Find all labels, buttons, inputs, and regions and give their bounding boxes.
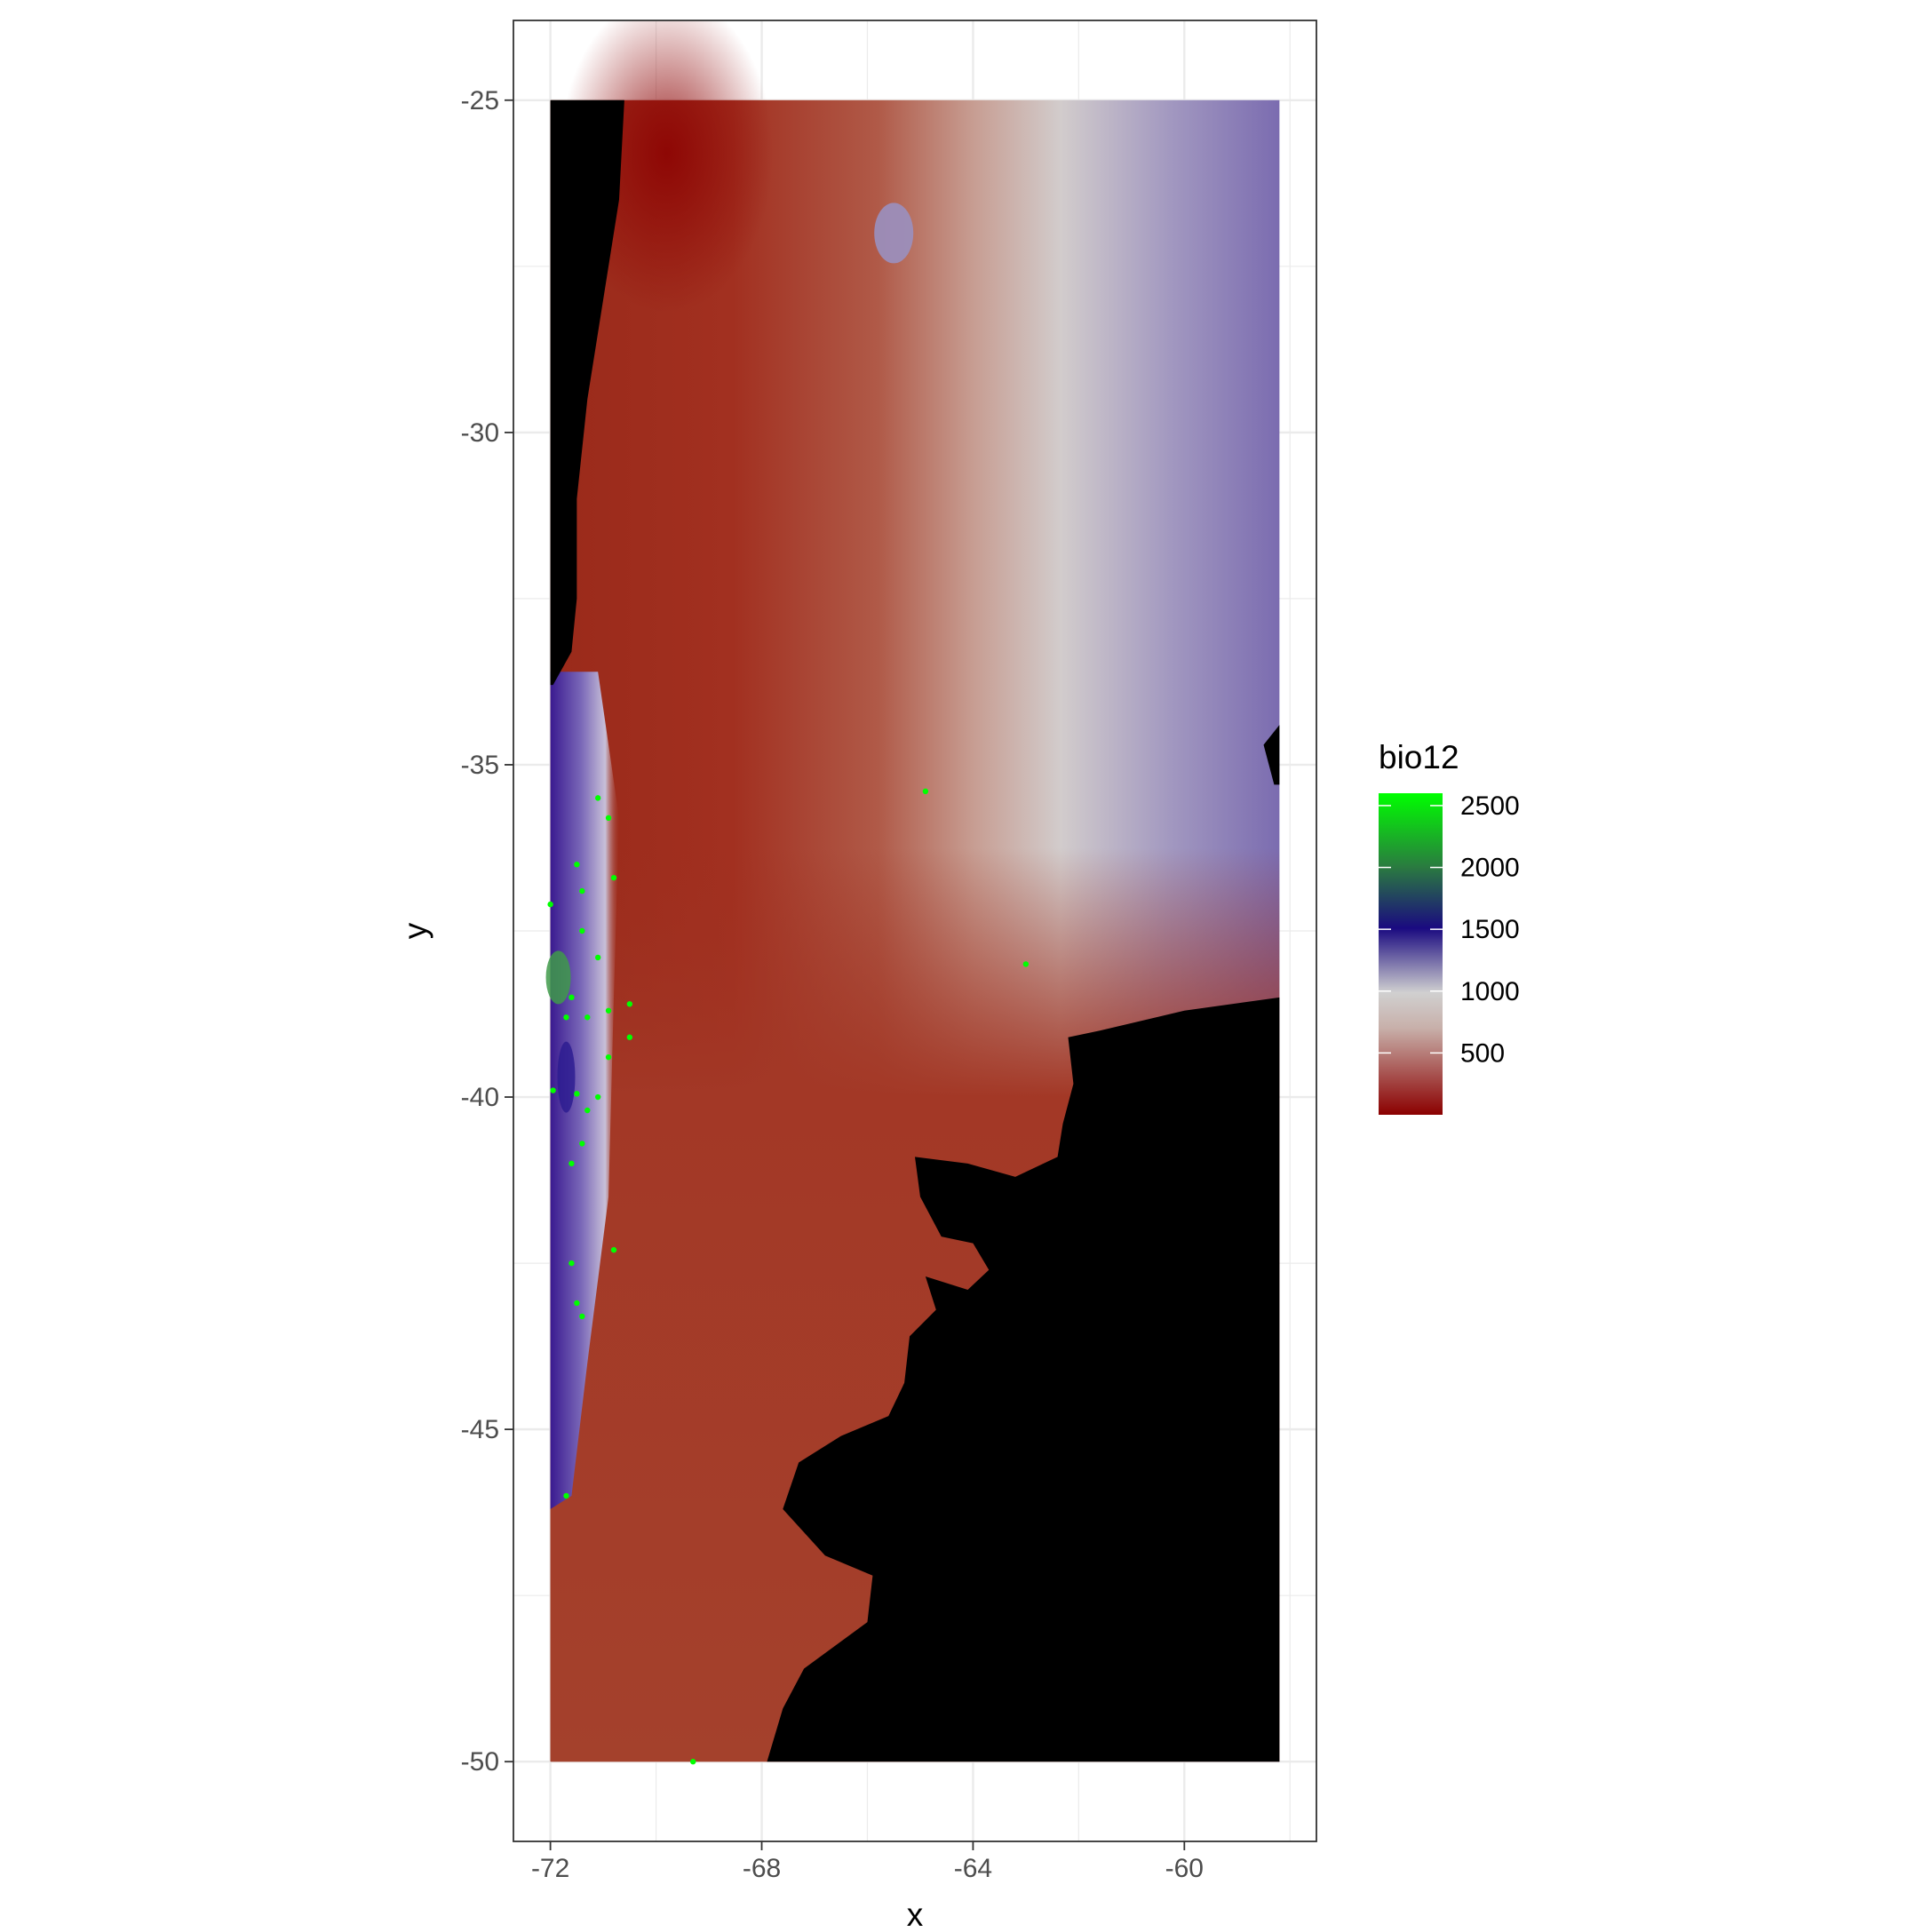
occurrence-points (547, 788, 1030, 1765)
occurrence-point (568, 1160, 575, 1167)
occurrence-point (579, 1141, 585, 1147)
occurrence-point (574, 1091, 580, 1097)
occurrence-point (574, 861, 580, 868)
occurrence-point (568, 994, 575, 1001)
legend-colorbar (1379, 793, 1443, 1115)
occurrence-point (594, 1093, 601, 1101)
x-axis: -72 -68 -64 -60 (531, 1841, 1204, 1883)
occurrence-point (594, 954, 601, 961)
precipitation-raster (545, 20, 1280, 1762)
legend-label: 2500 (1460, 791, 1520, 821)
occurrence-point (579, 927, 585, 934)
occurrence-point (563, 1014, 569, 1021)
legend-title: bio12 (1379, 739, 1459, 775)
y-tick-label: -35 (461, 751, 499, 780)
occurrence-point (584, 1107, 591, 1114)
x-tick-label: -60 (1165, 1854, 1204, 1883)
plot-panel-border (513, 20, 1317, 1842)
legend: bio12 500 1000 1500 2000 2500 (1379, 739, 1520, 1115)
occurrence-point (610, 874, 617, 881)
y-tick-label: -25 (461, 86, 499, 115)
occurrence-point (626, 1034, 633, 1040)
y-tick-label: -40 (461, 1083, 499, 1112)
legend-label: 1000 (1460, 977, 1520, 1006)
occurrence-point (574, 1300, 580, 1307)
occurrence-point (563, 1492, 569, 1499)
no-data-atlantic (767, 997, 1280, 1762)
occurrence-point (584, 1014, 591, 1021)
y-tick-label: -30 (461, 418, 499, 448)
raster-andes-wet-zone (550, 672, 619, 1509)
x-tick-label: -72 (531, 1854, 569, 1883)
x-axis-title: x (907, 1896, 924, 1932)
occurrence-point (579, 1313, 585, 1320)
legend-label: 1500 (1460, 915, 1520, 944)
y-axis: -25 -30 -35 -40 -45 -50 (461, 86, 513, 1777)
occurrence-point (1022, 961, 1030, 967)
y-tick-label: -45 (461, 1415, 499, 1444)
occurrence-point (610, 1246, 617, 1253)
occurrence-point (690, 1759, 696, 1765)
raster-dry-core (560, 20, 774, 314)
occurrence-point (550, 1087, 556, 1093)
raster-wet-patch (545, 950, 571, 1005)
x-tick-label: -64 (954, 1854, 992, 1883)
occurrence-point (605, 1007, 612, 1014)
legend-label: 500 (1460, 1038, 1505, 1068)
legend-label: 2000 (1460, 854, 1520, 883)
x-tick-label: -68 (743, 1854, 781, 1883)
occurrence-point (547, 901, 553, 908)
y-tick-label: -50 (461, 1747, 499, 1777)
raster-wet-spot (874, 203, 914, 264)
no-data-pacific (550, 99, 624, 686)
occurrence-point (605, 1053, 612, 1061)
occurrence-point (605, 815, 612, 822)
occurrence-point (579, 887, 585, 894)
y-axis-title: y (397, 922, 433, 939)
occurrence-point (568, 1260, 575, 1267)
legend-ticks: 500 1000 1500 2000 2500 (1379, 791, 1520, 1068)
raster-wet-patch (557, 1041, 576, 1113)
occurrence-point (594, 795, 601, 801)
occurrence-point (922, 788, 929, 795)
occurrence-point (626, 1001, 633, 1007)
no-data-river-plate (1263, 725, 1280, 785)
